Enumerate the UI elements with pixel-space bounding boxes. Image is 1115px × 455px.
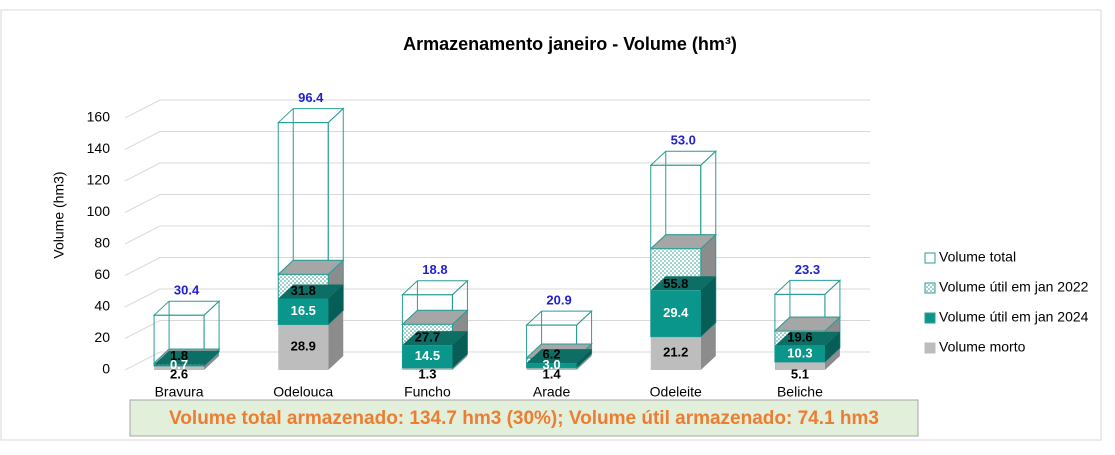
bar-top (278, 284, 344, 299)
y-tick-label: 20 (94, 329, 110, 345)
y-tick-label: 160 (87, 109, 111, 125)
data-label: 96.4 (298, 90, 324, 105)
legend-swatch (924, 312, 936, 324)
y-tick-label: 100 (87, 203, 111, 219)
y-tick-label: 40 (94, 298, 110, 314)
bar-2024 (278, 284, 344, 325)
bar-front (650, 336, 701, 370)
data-label: 21.2 (663, 345, 688, 360)
legend-label: Volume útil em jan 2022 (939, 279, 1089, 295)
x-tick-label: Odeleite (650, 384, 702, 400)
data-label: 6.2 (543, 347, 561, 362)
bar-front (402, 367, 453, 370)
bar-top (402, 331, 468, 346)
bar-front (774, 361, 825, 370)
grid-line (124, 194, 870, 213)
bar-front (774, 345, 825, 362)
data-label: 5.1 (791, 366, 809, 381)
y-tick-label: 0 (102, 361, 110, 377)
bar-front (278, 298, 329, 325)
bar-side (700, 322, 716, 370)
bar-front (402, 345, 453, 368)
annotation-box (129, 399, 919, 437)
data-label: 1.4 (543, 366, 562, 381)
x-tick-label: Odelouca (273, 384, 333, 400)
legend-label: Volume morto (939, 339, 1026, 355)
data-label: 2.6 (170, 366, 188, 381)
bar-front (154, 364, 205, 366)
bar-side (452, 331, 468, 368)
bar-side (824, 331, 840, 362)
legend-swatch (924, 282, 936, 294)
data-label: 1.3 (418, 366, 436, 381)
grid-line (124, 320, 870, 339)
data-label: 0.7 (170, 357, 188, 372)
bar-front (526, 367, 577, 370)
bar-2024 (402, 331, 468, 368)
legend-label: Volume útil em jan 2024 (939, 309, 1089, 325)
y-axis-label: Volume (hm3) (51, 171, 67, 258)
bar-front (154, 365, 205, 370)
data-label: 30.4 (174, 283, 200, 298)
legend-swatch (924, 252, 936, 264)
x-tick-label: Arade (533, 384, 571, 400)
grid-line (124, 257, 870, 276)
data-label: 53.0 (671, 133, 696, 148)
bar-front (650, 290, 701, 337)
grid-line (124, 225, 870, 245)
bar-front (526, 363, 577, 368)
bar-top (774, 331, 840, 346)
grid-line (124, 162, 870, 182)
bar-side (204, 350, 220, 366)
annotation: Volume total armazenado: 134.7 hm3 (30%)… (169, 408, 879, 429)
x-tick-label: Bravura (155, 384, 204, 400)
grid-line (124, 351, 870, 371)
data-label: 19.6 (787, 329, 812, 344)
grid-line (124, 288, 870, 308)
data-label: 16.5 (291, 303, 316, 318)
data-label: 31.8 (291, 283, 316, 298)
bar-2024 (650, 276, 716, 337)
bar-side (328, 284, 344, 325)
y-tick-label: 60 (94, 266, 110, 282)
bar-side (204, 351, 220, 370)
y-tick-label: 80 (94, 235, 110, 251)
y-tick-label: 140 (87, 140, 111, 156)
x-tick-label: Funcho (404, 384, 451, 400)
data-label: 29.4 (663, 305, 689, 320)
bar-top (154, 350, 220, 365)
data-label: 10.3 (787, 345, 812, 360)
bar-2024 (154, 350, 220, 366)
y-tick-label: 120 (87, 172, 111, 188)
bar-side (700, 276, 716, 337)
bar-side (328, 310, 344, 370)
grid-line (124, 131, 870, 150)
data-label: 27.7 (415, 330, 440, 345)
chart-title: Armazenamento janeiro - Volume (hm³) (403, 34, 737, 54)
data-label: 1.8 (170, 348, 188, 363)
data-label: 20.9 (546, 293, 571, 308)
bar-2024 (526, 349, 592, 368)
data-label: 23.3 (795, 262, 820, 277)
bar-front (278, 324, 329, 370)
data-label: 3.0 (543, 357, 561, 372)
x-tick-label: Beliche (777, 384, 823, 400)
bar-side (824, 347, 840, 370)
bar-2024 (774, 331, 840, 362)
data-label: 14.5 (415, 348, 440, 363)
bar-side (576, 349, 592, 368)
data-label: 18.8 (422, 262, 447, 277)
data-label: 55.8 (663, 276, 688, 291)
data-label: 28.9 (291, 339, 316, 354)
legend-label: Volume total (939, 249, 1016, 265)
bar-top (650, 276, 716, 291)
bar-top (526, 349, 592, 364)
legend-swatch (924, 342, 936, 354)
grid-line (124, 99, 870, 119)
